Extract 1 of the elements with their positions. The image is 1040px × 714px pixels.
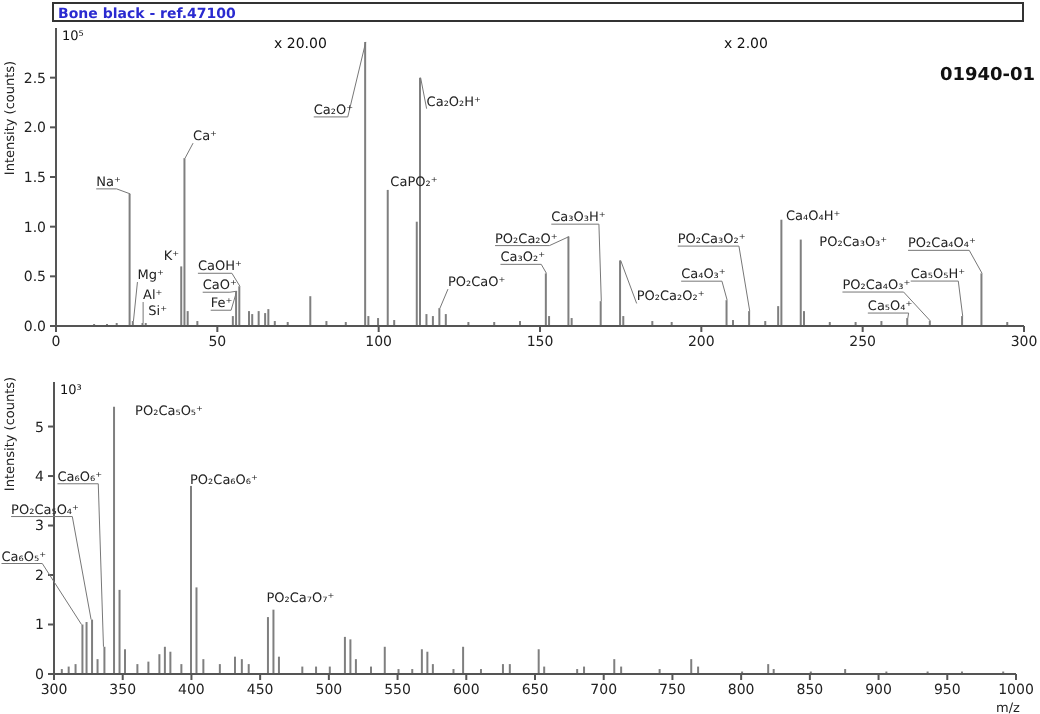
annotation: 01940-01 [940,66,1036,86]
